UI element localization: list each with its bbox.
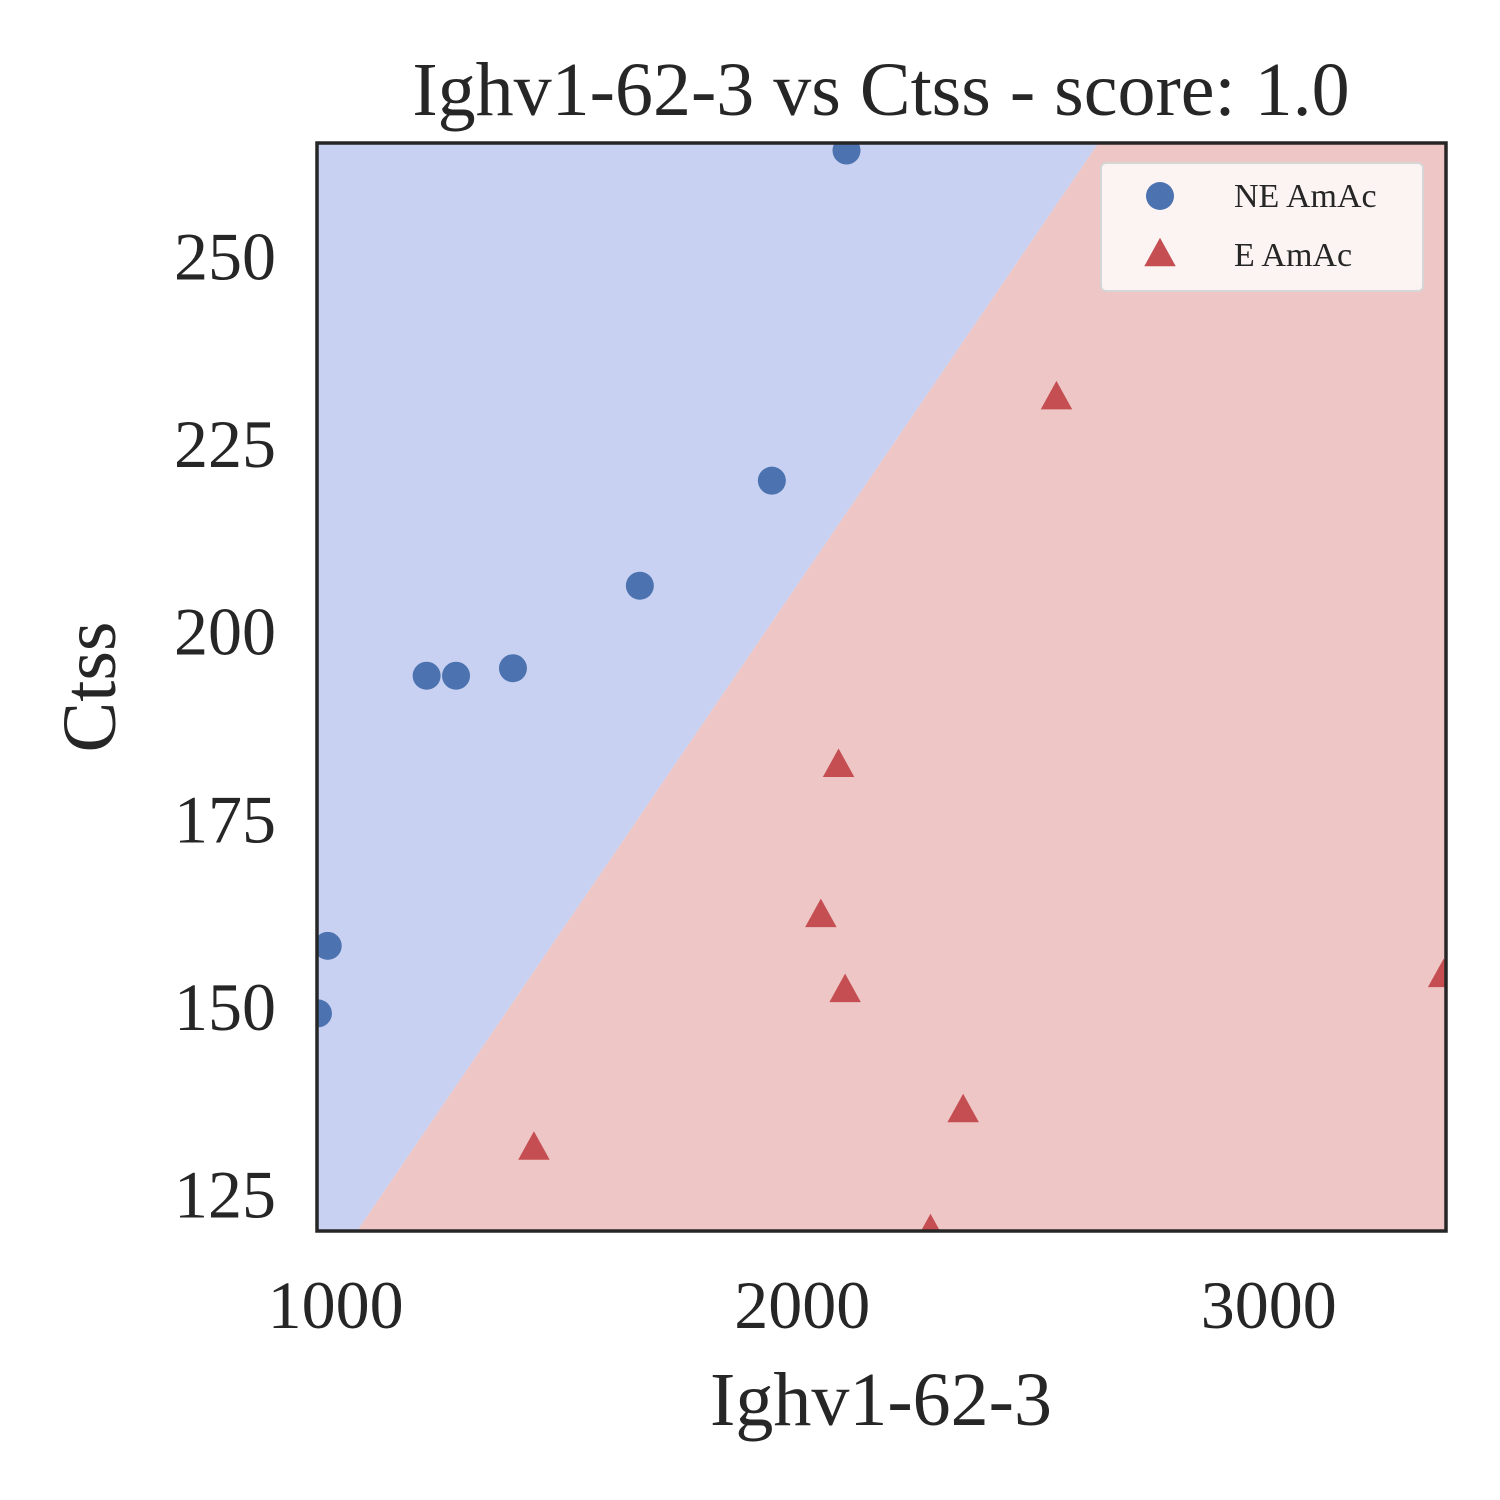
data-point-e-amac: [822, 748, 855, 778]
data-point-ne-amac: [625, 571, 654, 600]
y-axis-ticks: 125 150 175 200 225 250: [174, 219, 276, 1233]
y-tick-label: 250: [174, 219, 276, 295]
legend-label: E AmAc: [1234, 237, 1352, 274]
data-point-ne-amac: [757, 466, 786, 495]
chart-title: Ighv1-62-3 vs Ctss - score: 1.0: [412, 48, 1349, 132]
decision-region-e: [357, 143, 1446, 1231]
y-tick-label: 175: [174, 781, 276, 857]
plot-frame: [315, 141, 1448, 1233]
data-point-e-amac: [947, 1093, 979, 1123]
x-tick-label: 1000: [268, 1267, 404, 1343]
decision-region-ne: [317, 143, 1099, 1231]
x-tick-label: 2000: [734, 1267, 870, 1343]
y-tick-label: 225: [174, 406, 276, 482]
y-tick-label: 150: [174, 969, 276, 1045]
y-axis-label: Ctss: [48, 622, 132, 753]
data-markers: [317, 143, 1446, 1231]
plot-area: [315, 141, 1448, 1233]
data-point-e-amac: [518, 1131, 550, 1160]
data-point-e-amac: [920, 1213, 941, 1231]
data-point-ne-amac: [832, 143, 861, 165]
data-point-ne-amac: [317, 931, 342, 960]
legend: NE AmAc E AmAc: [1100, 162, 1424, 292]
x-axis-label: Ighv1-62-3: [710, 1358, 1052, 1442]
data-point-e-amac: [1040, 380, 1073, 410]
legend-triangle-marker: [1144, 237, 1176, 267]
x-tick-label: 3000: [1201, 1267, 1337, 1343]
data-point-ne-amac: [317, 999, 332, 1028]
data-point-e-amac: [1427, 958, 1446, 988]
data-point-ne-amac: [442, 661, 471, 690]
y-tick-label: 200: [174, 594, 276, 670]
legend-circle-marker: [1146, 182, 1174, 210]
data-point-e-amac: [829, 973, 861, 1003]
data-point-e-amac: [805, 898, 837, 928]
legend-label: NE AmAc: [1234, 178, 1377, 215]
x-axis-ticks: 1000 2000 3000: [268, 1267, 1337, 1343]
y-tick-label: 125: [174, 1156, 276, 1232]
data-point-ne-amac: [498, 654, 527, 683]
legend-box: [1100, 162, 1424, 292]
data-point-ne-amac: [412, 661, 441, 690]
